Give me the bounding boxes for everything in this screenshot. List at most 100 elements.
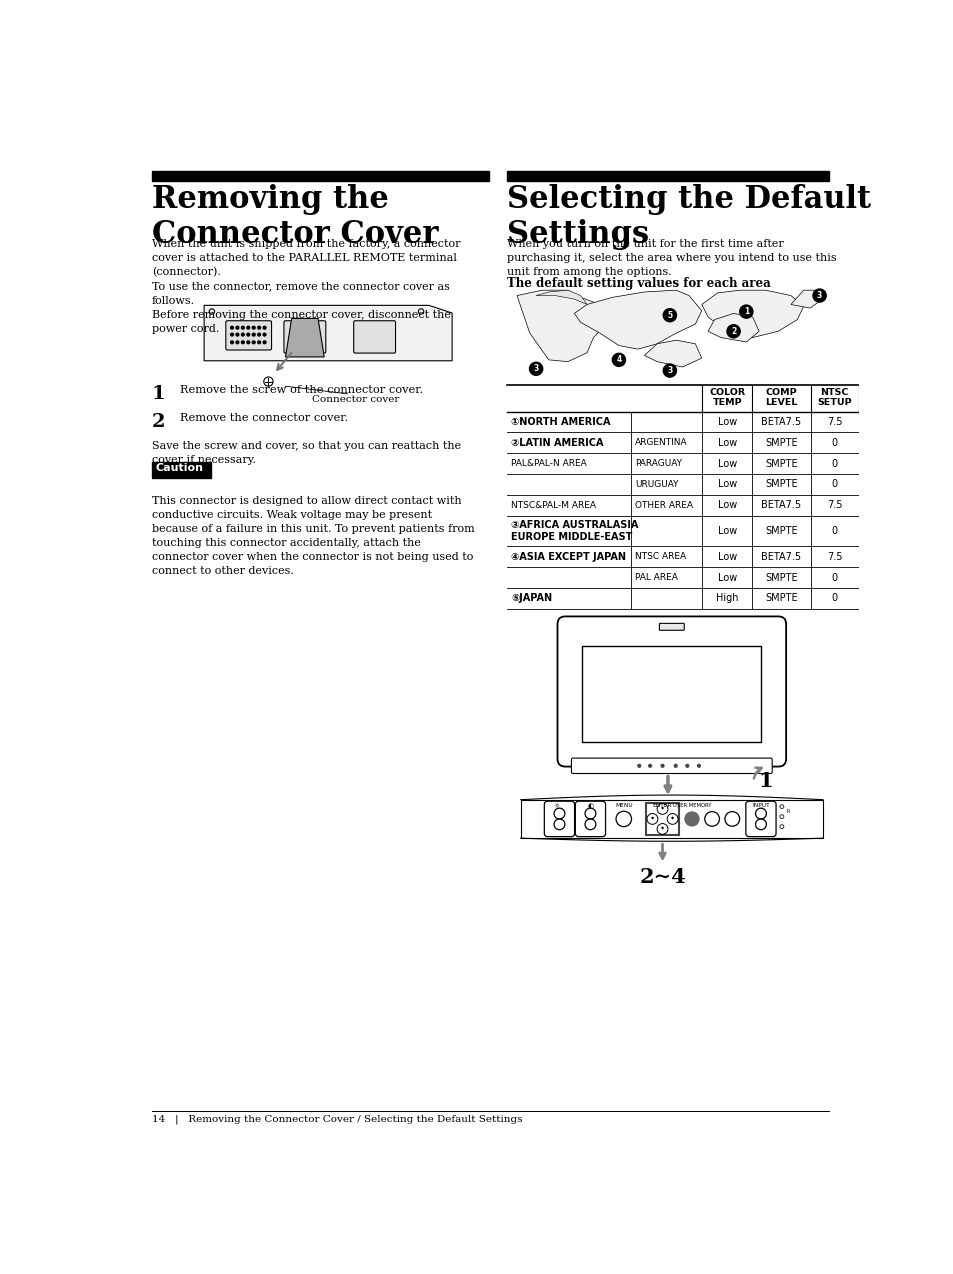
Text: NTSC
SETUP: NTSC SETUP [817,387,851,406]
Circle shape [241,334,244,336]
Text: 1: 1 [743,307,748,316]
Text: Low: Low [717,552,736,562]
Text: PARAGUAY: PARAGUAY [635,459,681,468]
Circle shape [726,325,740,338]
Text: 0: 0 [831,526,837,536]
Bar [152,171,488,181]
Circle shape [257,334,260,336]
Text: 2: 2 [152,413,165,431]
FancyBboxPatch shape [354,321,395,353]
Text: MENU: MENU [615,803,632,808]
Circle shape [247,341,250,344]
Circle shape [235,334,238,336]
Circle shape [662,308,676,322]
Text: ④ASIA EXCEPT JAPAN: ④ASIA EXCEPT JAPAN [511,552,626,562]
Text: COMP
LEVEL: COMP LEVEL [764,387,797,406]
Polygon shape [536,290,586,304]
Text: URUGUAY: URUGUAY [635,480,679,489]
Text: Low: Low [717,526,736,536]
Text: SMPTE: SMPTE [764,572,797,582]
Text: ◆: ◆ [670,817,674,820]
Circle shape [257,341,260,344]
Circle shape [247,334,250,336]
Polygon shape [520,800,822,838]
Circle shape [529,362,542,376]
Text: ENTER: ENTER [652,803,672,808]
Text: 0: 0 [831,479,837,489]
Circle shape [241,341,244,344]
Text: PAL&PAL-N AREA: PAL&PAL-N AREA [511,459,586,468]
Text: 1: 1 [758,771,773,791]
Text: 5: 5 [667,311,672,320]
Circle shape [235,341,238,344]
Polygon shape [701,290,802,338]
FancyBboxPatch shape [575,801,605,837]
Text: BETA7.5: BETA7.5 [760,501,801,510]
Circle shape [685,764,688,767]
Text: Low: Low [717,501,736,510]
Text: ⑤JAPAN: ⑤JAPAN [511,594,552,604]
Bar [645,803,679,834]
Text: PAL AREA: PAL AREA [635,573,678,582]
Text: When the unit is shipped from the factory, a connector
cover is attached to the : When the unit is shipped from the factor… [152,240,459,334]
Text: ②LATIN AMERICA: ②LATIN AMERICA [511,438,603,447]
Polygon shape [517,290,605,362]
Polygon shape [707,313,759,341]
Circle shape [674,764,677,767]
Text: ◐: ◐ [587,803,593,809]
Text: 0: 0 [831,459,837,469]
Circle shape [638,764,640,767]
Text: Low: Low [717,417,736,427]
Text: 7.5: 7.5 [826,501,841,510]
Text: 3: 3 [666,366,672,375]
Text: Connector cover: Connector cover [312,395,398,404]
Text: Low: Low [717,438,736,447]
Circle shape [263,326,266,329]
Polygon shape [285,318,324,357]
Circle shape [231,334,233,336]
Circle shape [252,341,254,344]
Text: Remove the connector cover.: Remove the connector cover. [179,413,348,423]
Polygon shape [643,340,701,367]
FancyBboxPatch shape [659,623,683,631]
Text: ◆: ◆ [660,806,663,812]
FancyBboxPatch shape [557,617,785,767]
Text: 0: 0 [831,438,837,447]
Circle shape [263,334,266,336]
Text: INPUT: INPUT [751,803,769,808]
Text: R: R [785,809,789,814]
Text: 4: 4 [616,355,621,364]
Text: Save the screw and cover, so that you can reattach the
cover if necessary.: Save the screw and cover, so that you ca… [152,441,460,465]
Circle shape [662,364,676,377]
Text: 1: 1 [152,386,166,404]
Text: ◆: ◆ [650,817,654,820]
Text: ◆: ◆ [660,827,663,831]
Text: When you turn on the unit for the first time after
purchasing it, select the are: When you turn on the unit for the first … [506,240,836,278]
Text: Caution: Caution [155,464,203,473]
Circle shape [231,326,233,329]
Circle shape [648,764,651,767]
Circle shape [252,334,254,336]
Text: COLOR
TEMP: COLOR TEMP [708,387,744,406]
Text: SMPTE: SMPTE [764,438,797,447]
Circle shape [263,341,266,344]
Text: ①NORTH AMERICA: ①NORTH AMERICA [511,417,610,427]
Circle shape [660,764,663,767]
Polygon shape [204,306,452,361]
Text: ③AFRICA AUSTRALASIA
EUROPE MIDDLE-EAST: ③AFRICA AUSTRALASIA EUROPE MIDDLE-EAST [511,520,639,541]
FancyBboxPatch shape [226,321,272,350]
Bar [506,171,828,181]
Text: ARGENTINA: ARGENTINA [635,438,687,447]
Text: 2: 2 [730,326,736,336]
FancyBboxPatch shape [284,321,325,353]
Text: SMPTE: SMPTE [764,459,797,469]
Circle shape [612,353,625,367]
Text: The default setting values for each area: The default setting values for each area [506,276,770,290]
Text: OTHER AREA: OTHER AREA [635,501,693,510]
Text: 3: 3 [533,364,538,373]
Bar [152,461,211,478]
Text: High: High [716,594,738,604]
Text: 0: 0 [831,572,837,582]
Circle shape [231,341,233,344]
Circle shape [241,326,244,329]
